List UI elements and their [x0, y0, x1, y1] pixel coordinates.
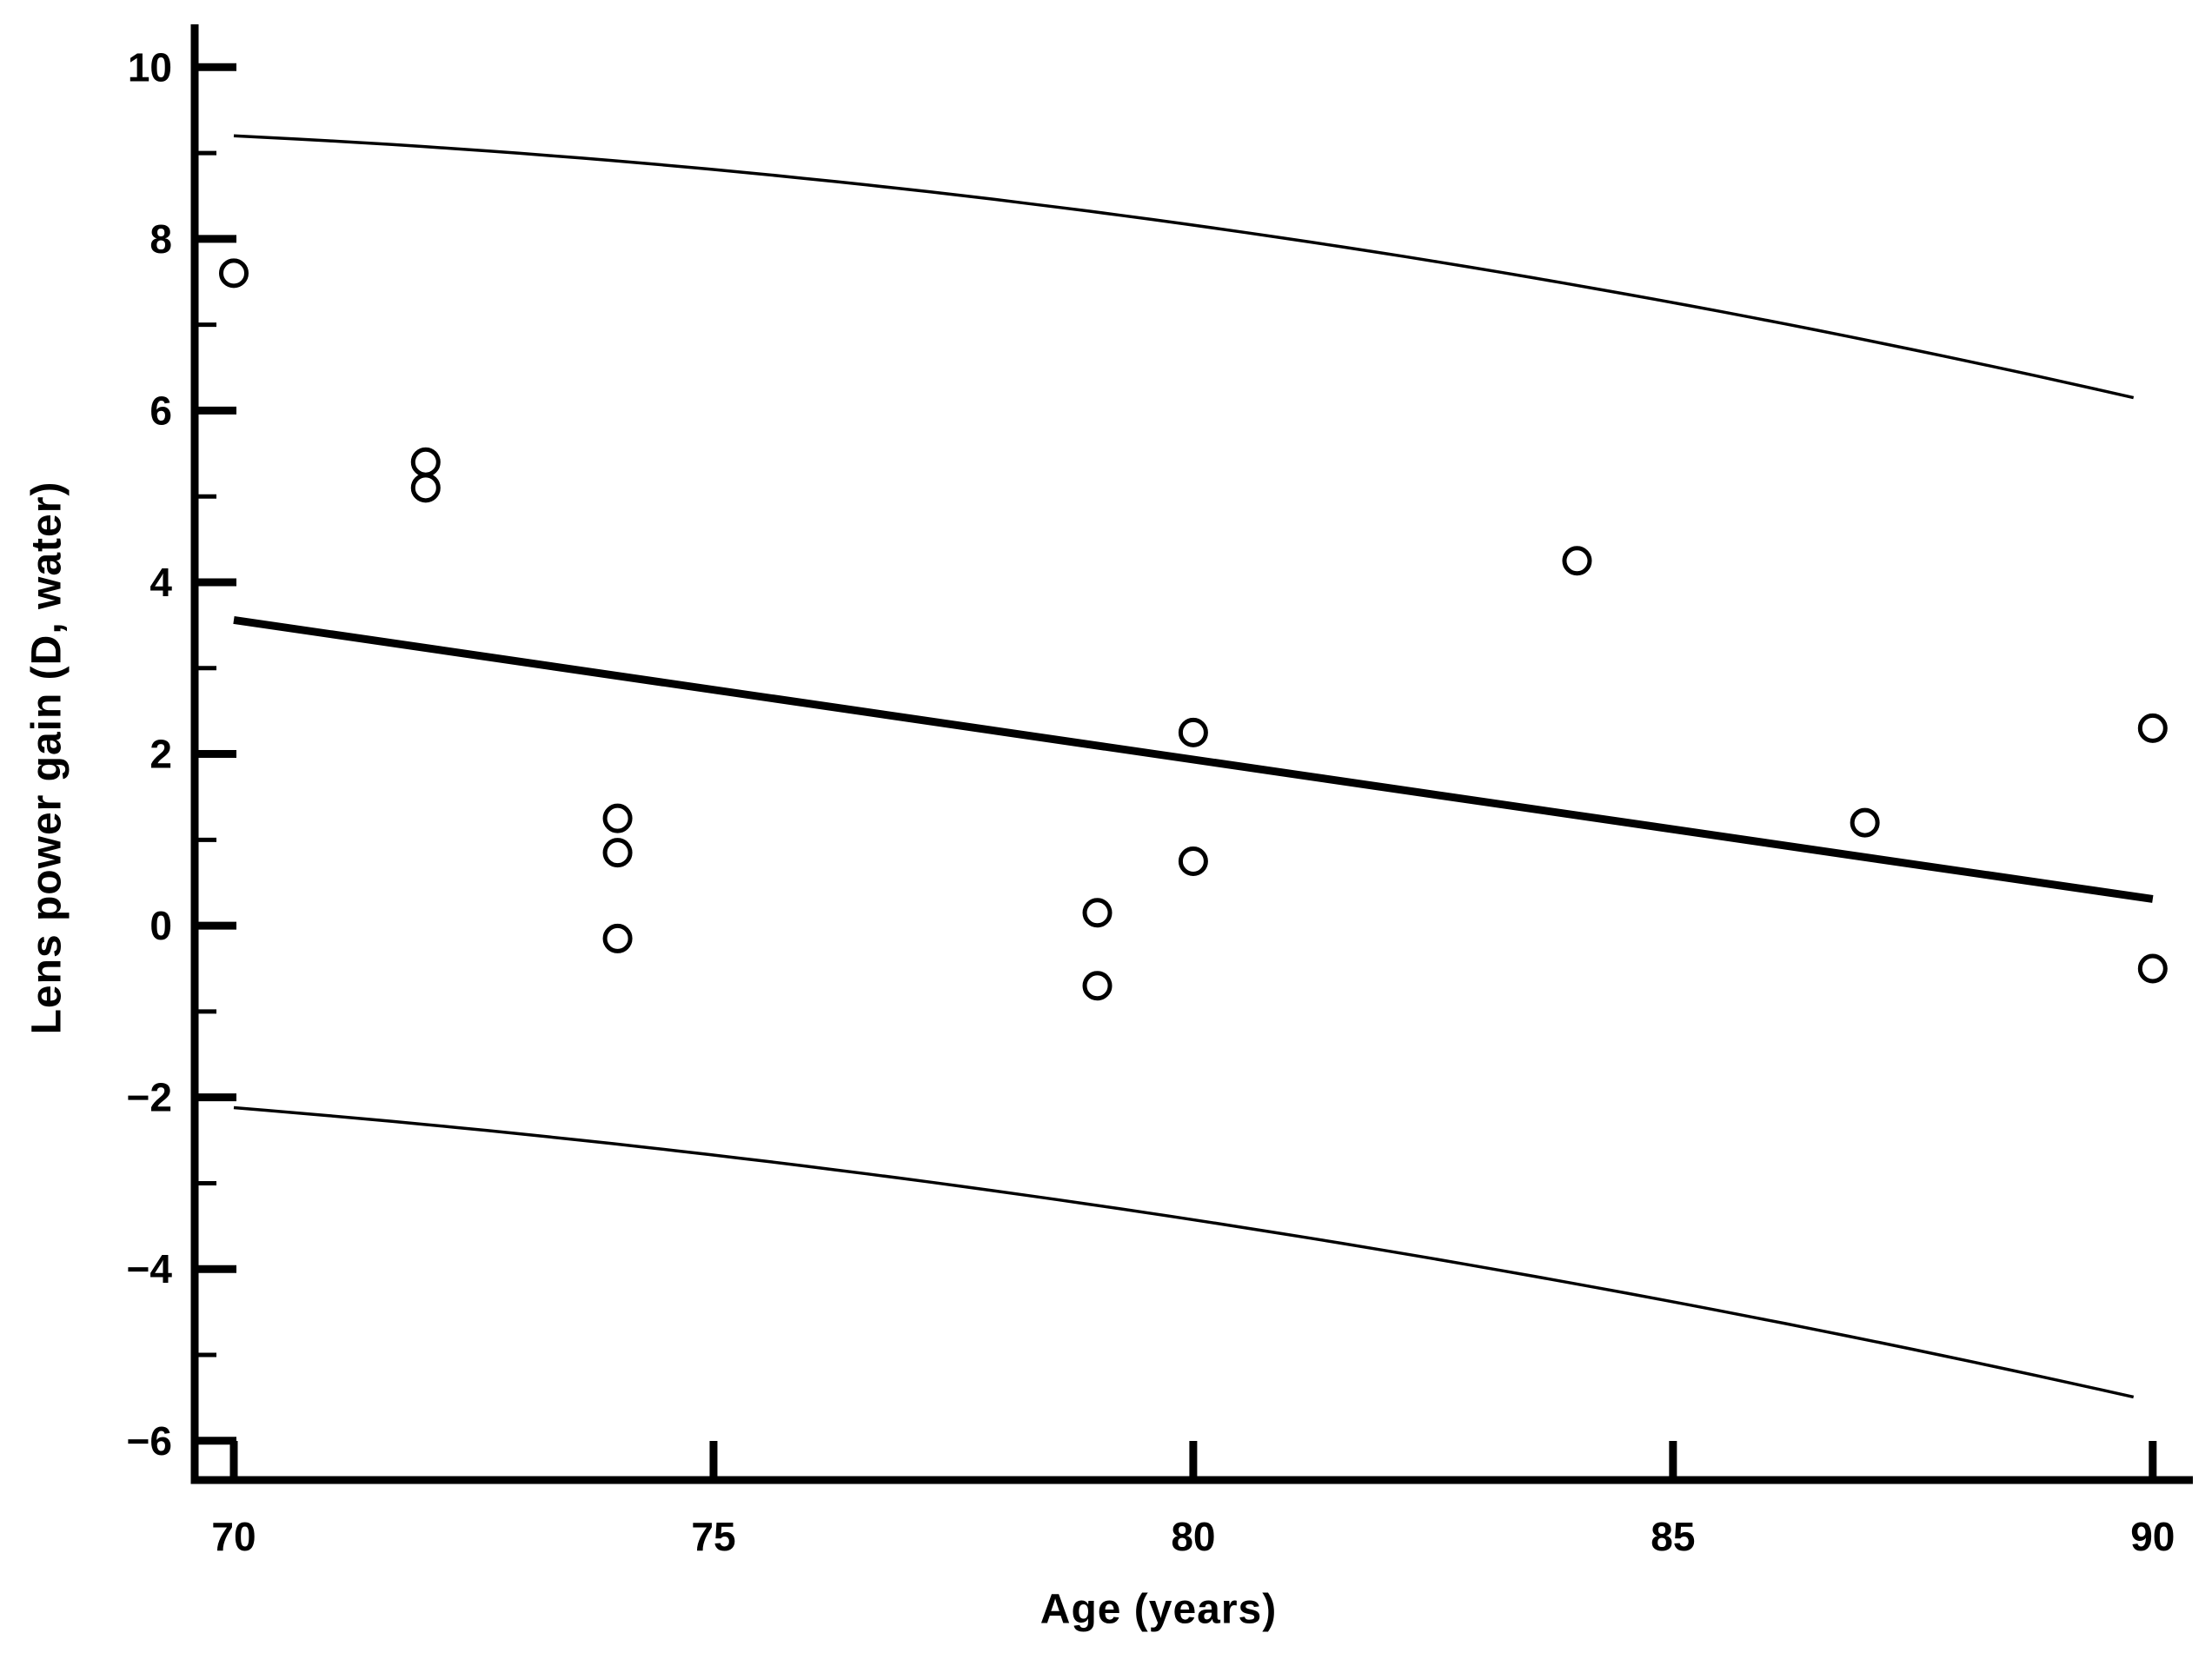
data-point: [2137, 953, 2168, 984]
x-tick-label: 80: [1171, 1514, 1215, 1559]
data-point: [410, 473, 441, 503]
data-point: [602, 803, 633, 833]
data-point: [1082, 971, 1113, 1001]
y-tick-label: −2: [127, 1075, 172, 1120]
data-point: [1178, 846, 1208, 877]
y-tick-label: −4: [127, 1246, 173, 1291]
data-point: [602, 923, 633, 953]
data-point: [1562, 546, 1592, 576]
y-tick-label: 4: [149, 560, 172, 605]
x-tick-label: 75: [691, 1514, 735, 1559]
x-axis-title: Age (years): [1040, 1586, 1278, 1633]
upper-confidence-band-line: [233, 134, 2135, 400]
data-point: [2137, 713, 2168, 743]
y-tick-label: 0: [149, 903, 172, 948]
data-point: [1178, 717, 1208, 747]
x-tick-label: 70: [211, 1514, 256, 1559]
data-point: [602, 838, 633, 868]
y-tick-label: 8: [149, 216, 172, 262]
y-tick-label: 2: [149, 732, 172, 777]
y-tick-label: −6: [127, 1418, 172, 1464]
data-point: [410, 447, 441, 477]
y-tick-label: 10: [128, 44, 172, 90]
y-tick-label: 6: [149, 388, 172, 433]
regression-line: [233, 615, 2154, 903]
x-tick-label: 85: [1651, 1514, 1695, 1559]
data-point: [1082, 898, 1113, 928]
data-point: [1850, 807, 1880, 838]
lower-confidence-band-line: [233, 1105, 2135, 1399]
data-point: [219, 258, 249, 289]
y-axis-title: Lens power gain (D, water): [23, 481, 70, 1035]
x-tick-label: 90: [2130, 1514, 2175, 1559]
